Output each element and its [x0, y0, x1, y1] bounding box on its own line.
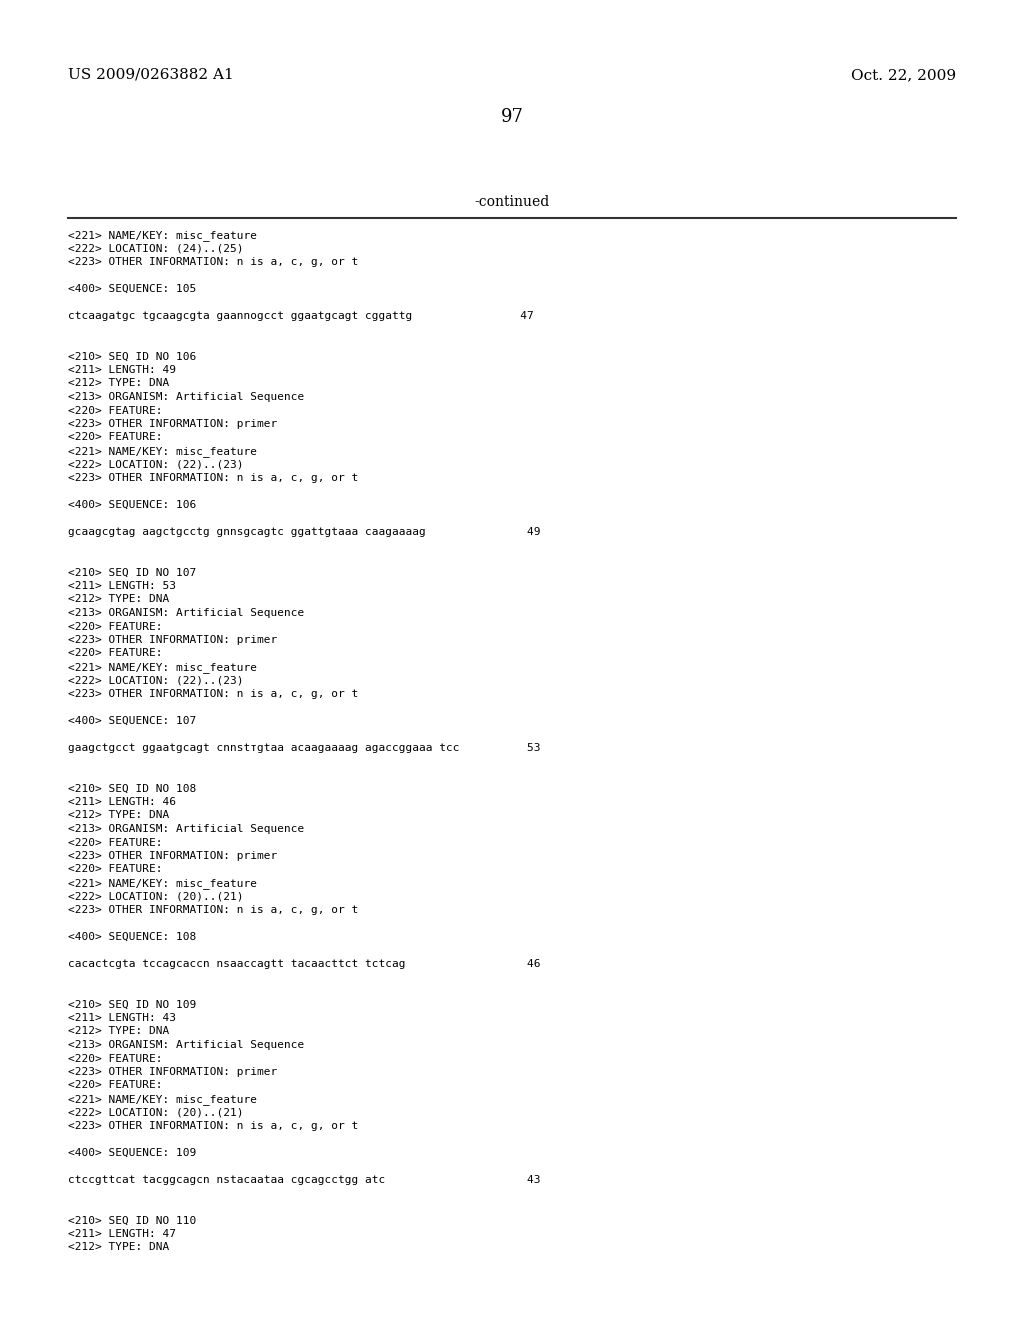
Text: gcaagcgtag aagctgcctg gnnsgcagtc ggattgtaaa caagaaaag               49: gcaagcgtag aagctgcctg gnnsgcagtc ggattgt…	[68, 527, 541, 537]
Text: <400> SEQUENCE: 108: <400> SEQUENCE: 108	[68, 932, 197, 942]
Text: <210> SEQ ID NO 108: <210> SEQ ID NO 108	[68, 784, 197, 793]
Text: <221> NAME/KEY: misc_feature: <221> NAME/KEY: misc_feature	[68, 230, 257, 242]
Text: <400> SEQUENCE: 109: <400> SEQUENCE: 109	[68, 1148, 197, 1158]
Text: <223> OTHER INFORMATION: n is a, c, g, or t: <223> OTHER INFORMATION: n is a, c, g, o…	[68, 1121, 358, 1131]
Text: <223> OTHER INFORMATION: n is a, c, g, or t: <223> OTHER INFORMATION: n is a, c, g, o…	[68, 689, 358, 700]
Text: <213> ORGANISM: Artificial Sequence: <213> ORGANISM: Artificial Sequence	[68, 392, 304, 403]
Text: <222> LOCATION: (20)..(21): <222> LOCATION: (20)..(21)	[68, 1107, 244, 1118]
Text: <221> NAME/KEY: misc_feature: <221> NAME/KEY: misc_feature	[68, 1094, 257, 1105]
Text: <223> OTHER INFORMATION: primer: <223> OTHER INFORMATION: primer	[68, 418, 278, 429]
Text: <211> LENGTH: 47: <211> LENGTH: 47	[68, 1229, 176, 1239]
Text: <220> FEATURE:: <220> FEATURE:	[68, 622, 163, 631]
Text: <400> SEQUENCE: 107: <400> SEQUENCE: 107	[68, 715, 197, 726]
Text: <223> OTHER INFORMATION: primer: <223> OTHER INFORMATION: primer	[68, 851, 278, 861]
Text: <210> SEQ ID NO 110: <210> SEQ ID NO 110	[68, 1216, 197, 1225]
Text: <223> OTHER INFORMATION: n is a, c, g, or t: <223> OTHER INFORMATION: n is a, c, g, o…	[68, 906, 358, 915]
Text: <210> SEQ ID NO 107: <210> SEQ ID NO 107	[68, 568, 197, 578]
Text: <212> TYPE: DNA: <212> TYPE: DNA	[68, 810, 169, 821]
Text: <222> LOCATION: (22)..(23): <222> LOCATION: (22)..(23)	[68, 676, 244, 685]
Text: <223> OTHER INFORMATION: n is a, c, g, or t: <223> OTHER INFORMATION: n is a, c, g, o…	[68, 473, 358, 483]
Text: ctccgttcat tacggcagcn nstacaataa cgcagcctgg atc                     43: ctccgttcat tacggcagcn nstacaataa cgcagcc…	[68, 1175, 541, 1185]
Text: ctcaagatgc tgcaagcgta gaannogcct ggaatgcagt cggattg                47: ctcaagatgc tgcaagcgta gaannogcct ggaatgc…	[68, 312, 534, 321]
Text: <221> NAME/KEY: misc_feature: <221> NAME/KEY: misc_feature	[68, 446, 257, 457]
Text: -continued: -continued	[474, 195, 550, 209]
Text: <213> ORGANISM: Artificial Sequence: <213> ORGANISM: Artificial Sequence	[68, 609, 304, 618]
Text: <220> FEATURE:: <220> FEATURE:	[68, 648, 163, 659]
Text: <220> FEATURE:: <220> FEATURE:	[68, 865, 163, 874]
Text: <222> LOCATION: (24)..(25): <222> LOCATION: (24)..(25)	[68, 243, 244, 253]
Text: <211> LENGTH: 49: <211> LENGTH: 49	[68, 366, 176, 375]
Text: <223> OTHER INFORMATION: primer: <223> OTHER INFORMATION: primer	[68, 1067, 278, 1077]
Text: US 2009/0263882 A1: US 2009/0263882 A1	[68, 69, 233, 82]
Text: <222> LOCATION: (20)..(21): <222> LOCATION: (20)..(21)	[68, 891, 244, 902]
Text: 97: 97	[501, 108, 523, 125]
Text: gaagctgcct ggaatgcagt cnnstтgtaa acaagaaaag agaccggaaa tcc          53: gaagctgcct ggaatgcagt cnnstтgtaa acaagaa…	[68, 743, 541, 752]
Text: <220> FEATURE:: <220> FEATURE:	[68, 1081, 163, 1090]
Text: <210> SEQ ID NO 109: <210> SEQ ID NO 109	[68, 999, 197, 1010]
Text: <212> TYPE: DNA: <212> TYPE: DNA	[68, 1027, 169, 1036]
Text: <212> TYPE: DNA: <212> TYPE: DNA	[68, 379, 169, 388]
Text: <211> LENGTH: 43: <211> LENGTH: 43	[68, 1012, 176, 1023]
Text: <220> FEATURE:: <220> FEATURE:	[68, 837, 163, 847]
Text: <222> LOCATION: (22)..(23): <222> LOCATION: (22)..(23)	[68, 459, 244, 470]
Text: <212> TYPE: DNA: <212> TYPE: DNA	[68, 594, 169, 605]
Text: <211> LENGTH: 53: <211> LENGTH: 53	[68, 581, 176, 591]
Text: <221> NAME/KEY: misc_feature: <221> NAME/KEY: misc_feature	[68, 878, 257, 888]
Text: <213> ORGANISM: Artificial Sequence: <213> ORGANISM: Artificial Sequence	[68, 1040, 304, 1049]
Text: <400> SEQUENCE: 106: <400> SEQUENCE: 106	[68, 500, 197, 510]
Text: <220> FEATURE:: <220> FEATURE:	[68, 405, 163, 416]
Text: <213> ORGANISM: Artificial Sequence: <213> ORGANISM: Artificial Sequence	[68, 824, 304, 834]
Text: Oct. 22, 2009: Oct. 22, 2009	[851, 69, 956, 82]
Text: <220> FEATURE:: <220> FEATURE:	[68, 433, 163, 442]
Text: <400> SEQUENCE: 105: <400> SEQUENCE: 105	[68, 284, 197, 294]
Text: cacactcgta tccagcaccn nsaaccagtt tacaacttct tctcag                  46: cacactcgta tccagcaccn nsaaccagtt tacaact…	[68, 960, 541, 969]
Text: <223> OTHER INFORMATION: primer: <223> OTHER INFORMATION: primer	[68, 635, 278, 645]
Text: <210> SEQ ID NO 106: <210> SEQ ID NO 106	[68, 351, 197, 362]
Text: <221> NAME/KEY: misc_feature: <221> NAME/KEY: misc_feature	[68, 663, 257, 673]
Text: <212> TYPE: DNA: <212> TYPE: DNA	[68, 1242, 169, 1253]
Text: <223> OTHER INFORMATION: n is a, c, g, or t: <223> OTHER INFORMATION: n is a, c, g, o…	[68, 257, 358, 267]
Text: <211> LENGTH: 46: <211> LENGTH: 46	[68, 797, 176, 807]
Text: <220> FEATURE:: <220> FEATURE:	[68, 1053, 163, 1064]
